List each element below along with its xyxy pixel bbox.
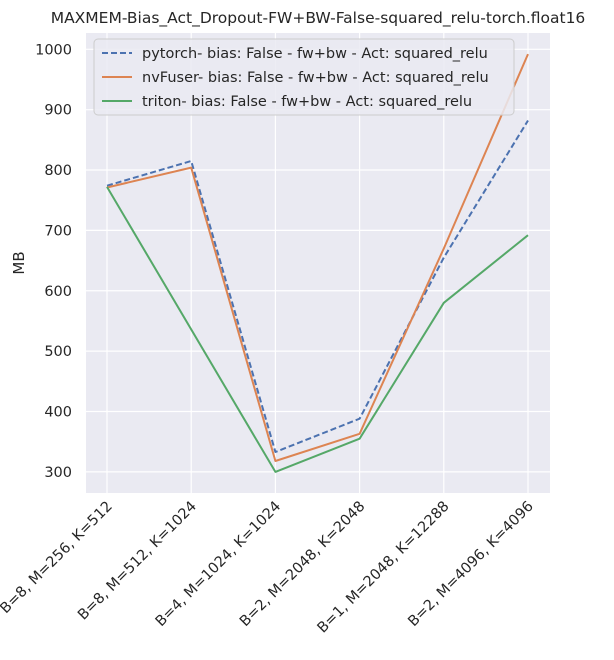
y-axis-label: MB	[10, 251, 28, 274]
y-tick-label: 300	[44, 465, 72, 481]
series-line	[106, 53, 529, 462]
y-tick-label: 1000	[35, 42, 72, 58]
legend: pytorch- bias: False - fw+bw - Act: squa…	[93, 38, 515, 116]
legend-box	[93, 38, 515, 116]
y-tick-label: 400	[44, 405, 72, 421]
y-tick-label: 500	[44, 344, 72, 360]
y-tick-label: 600	[44, 284, 72, 300]
legend-label: triton- bias: False - fw+bw - Act: squar…	[142, 94, 472, 110]
legend-label: nvFuser- bias: False - fw+bw - Act: squa…	[142, 70, 489, 86]
y-tick-label: 800	[44, 163, 72, 179]
y-tick-label: 700	[44, 223, 72, 239]
series-line	[106, 186, 529, 473]
series-line	[106, 119, 529, 453]
legend-label: pytorch- bias: False - fw+bw - Act: squa…	[142, 46, 488, 62]
y-tick-labels: 300 400 500 600 700 800 900 1000	[35, 42, 72, 481]
y-tick-label: 900	[44, 103, 72, 119]
chart-title: MAXMEM-Bias_Act_Dropout-FW+BW-False-squa…	[51, 9, 586, 28]
series-lines	[106, 53, 529, 473]
